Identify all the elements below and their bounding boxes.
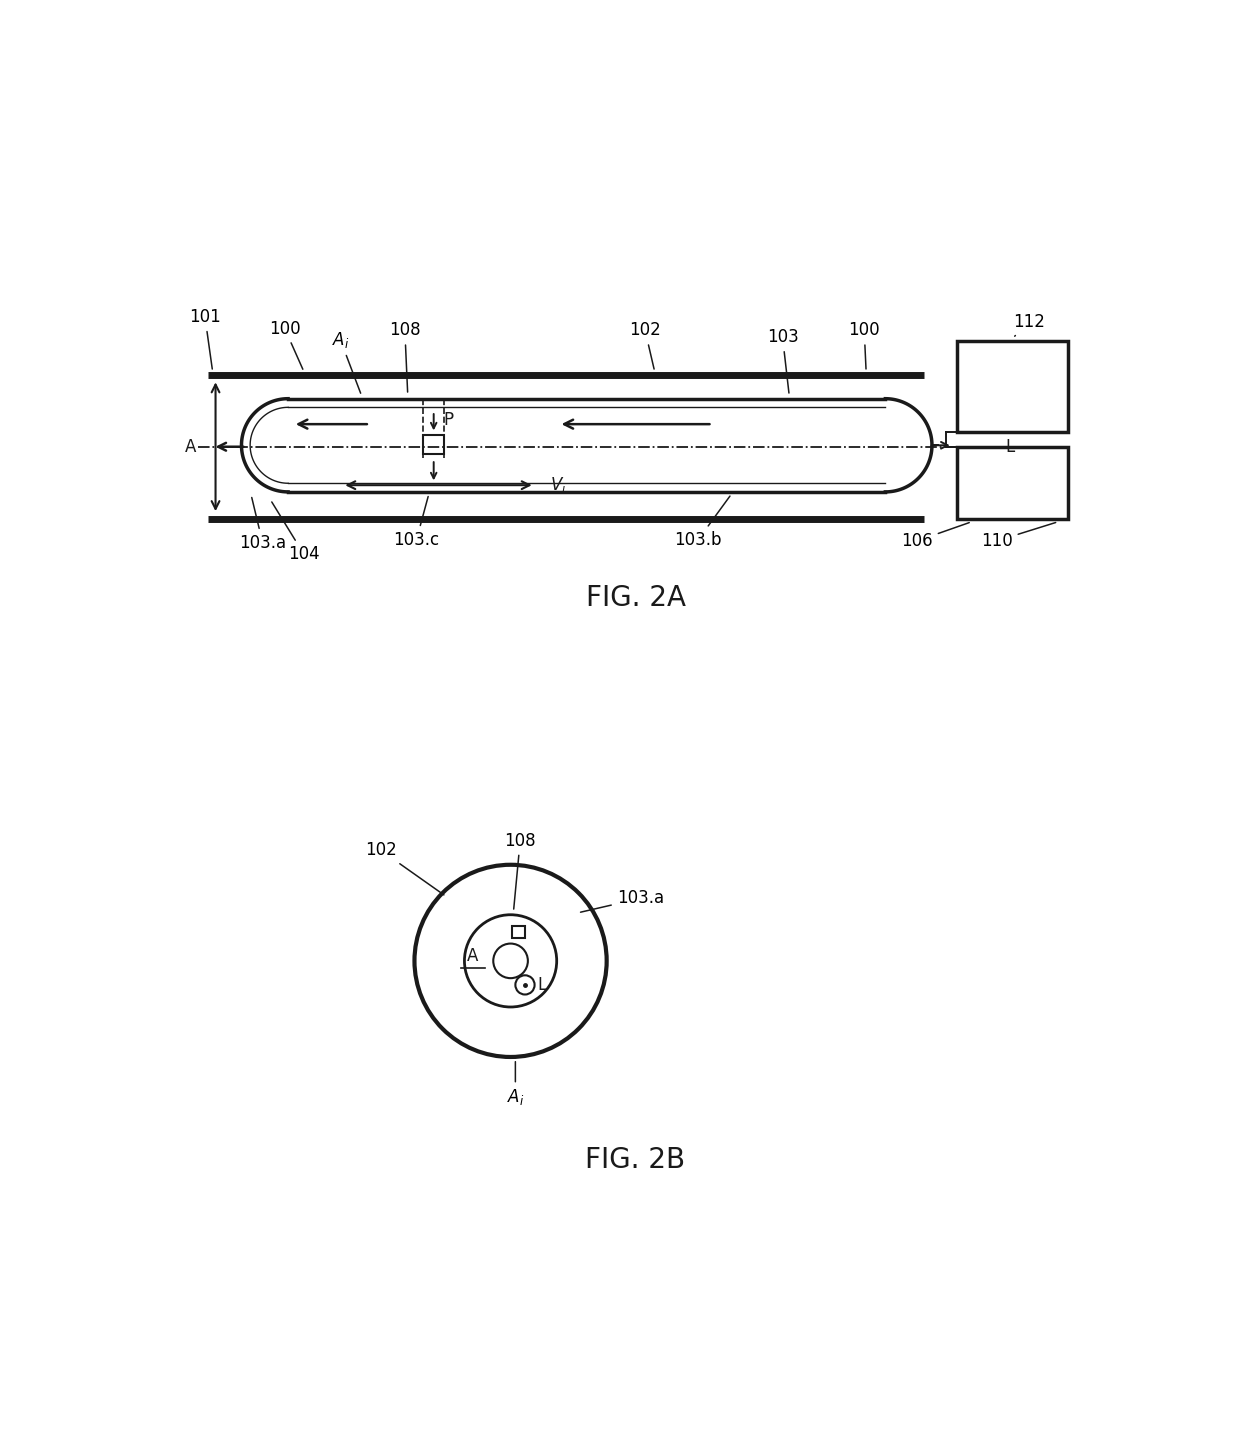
Text: 103.a: 103.a [580,889,663,912]
Text: 110: 110 [981,522,1055,549]
Text: 106: 106 [901,522,970,549]
Text: 102: 102 [365,842,444,895]
Bar [957,447,1068,519]
Text: FIG. 2B: FIG. 2B [585,1145,686,1174]
Text: $A_i$: $A_i$ [332,330,361,393]
Bar [423,435,444,454]
Text: FIG. 2A: FIG. 2A [585,584,686,612]
Text: 103.b: 103.b [675,496,730,549]
Text: $V_i$: $V_i$ [551,476,567,495]
Text: 100: 100 [269,320,303,369]
Bar [957,341,1068,432]
Text: 102: 102 [629,321,661,369]
Text: $A_i$: $A_i$ [507,1061,525,1108]
Text: 103.c: 103.c [393,496,439,549]
Text: 108: 108 [389,321,420,392]
Text: P: P [443,411,453,429]
Text: 100: 100 [848,321,880,369]
Text: 108: 108 [505,831,536,910]
Circle shape [516,975,534,995]
Text: 104: 104 [272,502,320,564]
Bar [512,925,525,938]
Text: L: L [1006,438,1014,455]
Circle shape [494,944,528,977]
Text: 101: 101 [188,308,221,369]
Text: L: L [538,976,547,993]
Text: A: A [185,438,196,455]
Text: 112: 112 [1013,312,1045,337]
Text: 103: 103 [766,328,799,393]
Text: A: A [466,947,477,964]
Text: 103.a: 103.a [239,497,286,552]
